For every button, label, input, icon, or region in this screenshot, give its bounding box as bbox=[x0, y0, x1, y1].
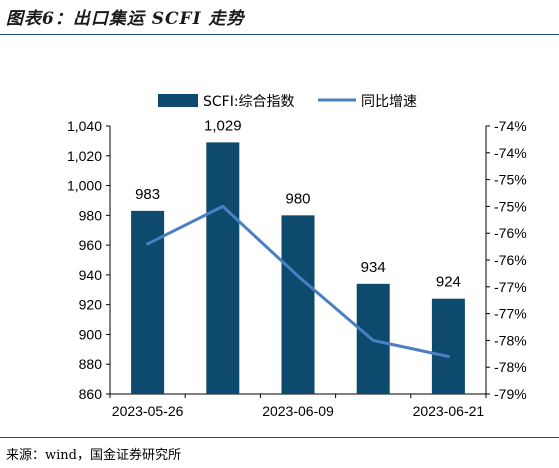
chart-legend: SCFI:综合指数 同比增速 bbox=[158, 94, 417, 110]
y-right-tick-label: -75% bbox=[494, 172, 527, 188]
source-note: 来源：wind，国金证券研究所 bbox=[6, 448, 181, 463]
y-right-tick-label: -74% bbox=[494, 118, 527, 134]
title-divider bbox=[0, 34, 559, 35]
y-left-tick-label: 1,040 bbox=[67, 118, 102, 134]
x-tick-label: 2023-05-26 bbox=[112, 403, 184, 419]
y-right-tick-label: -78% bbox=[494, 332, 527, 348]
y-left-tick-label: 960 bbox=[79, 237, 103, 253]
y-right-tick-label: -76% bbox=[494, 225, 527, 241]
y-left-tick-label: 980 bbox=[79, 207, 103, 223]
bar-data-label: 934 bbox=[361, 259, 386, 276]
footer-divider bbox=[0, 437, 559, 438]
line-point bbox=[296, 274, 300, 278]
y-right-tick-label: -78% bbox=[494, 359, 527, 375]
y-left-tick-label: 1,020 bbox=[67, 148, 102, 164]
figure-title: 图表6：出口集运 SCFI 走势 bbox=[6, 9, 245, 29]
y-right-tick-label: -79% bbox=[494, 386, 527, 402]
x-tick-label: 2023-06-21 bbox=[413, 403, 485, 419]
y-left-tick-label: 940 bbox=[79, 267, 103, 283]
bar-data-label: 924 bbox=[436, 274, 461, 291]
legend-bar-swatch bbox=[158, 94, 198, 107]
bar-scfi bbox=[431, 298, 465, 394]
bar-scfi bbox=[281, 215, 315, 394]
x-tick-label: 2023-06-09 bbox=[262, 403, 334, 419]
y-right-tick-label: -77% bbox=[494, 279, 527, 295]
y-left-tick-label: 1,000 bbox=[67, 178, 102, 194]
line-point bbox=[446, 354, 450, 358]
y-left-tick-label: 900 bbox=[79, 326, 103, 342]
bar-scfi bbox=[206, 142, 240, 394]
y-right-tick-label: -75% bbox=[494, 198, 527, 214]
bar-data-label: 983 bbox=[135, 186, 160, 203]
y-right-tick-label: -74% bbox=[494, 145, 527, 161]
line-point bbox=[371, 338, 375, 342]
legend-bar-label: SCFI:综合指数 bbox=[203, 94, 295, 110]
y-right-tick-label: -76% bbox=[494, 252, 527, 268]
y-left-tick-label: 920 bbox=[79, 297, 103, 313]
bar-data-label: 1,029 bbox=[204, 117, 242, 134]
line-point bbox=[221, 204, 225, 208]
bar-data-label: 980 bbox=[285, 190, 310, 207]
y-left-tick-label: 880 bbox=[79, 356, 103, 372]
y-left-tick-label: 860 bbox=[79, 386, 103, 402]
legend-line-label: 同比增速 bbox=[361, 94, 417, 110]
y-right-tick-label: -77% bbox=[494, 306, 527, 322]
line-point bbox=[146, 242, 150, 246]
bar-scfi bbox=[131, 210, 165, 394]
